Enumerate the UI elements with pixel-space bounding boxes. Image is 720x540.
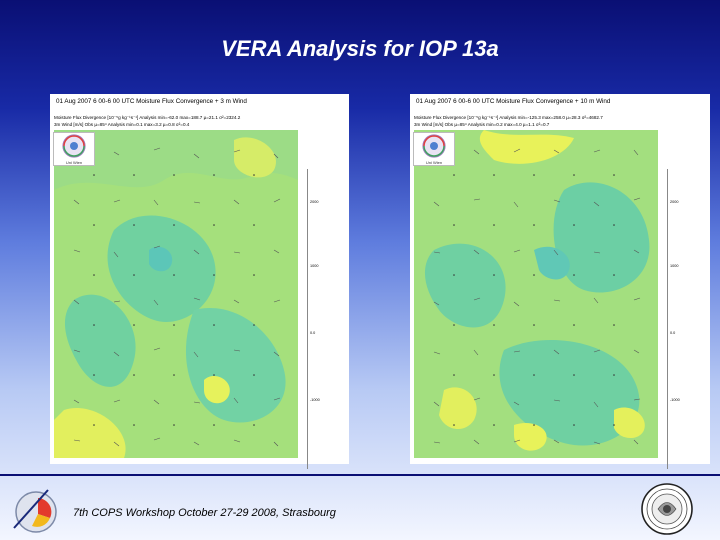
map-panel-right: 01 Aug 2007 6 00-6 00 UTC Moisture Flux … xyxy=(410,94,710,469)
panel-stats-line-2: 3m Wind [m/s] Obs µ=85⁴ Analysis min=0.2… xyxy=(414,122,550,127)
panel-title: 01 Aug 2007 6 00-6 00 UTC Moisture Flux … xyxy=(416,98,611,105)
moisture-flux-map xyxy=(54,130,298,458)
uni-wien-logo: Uni Wien xyxy=(53,132,95,166)
colorbar-tick: 1000 xyxy=(310,264,319,268)
logo-label: Uni Wien xyxy=(65,160,83,165)
footer-divider xyxy=(0,474,720,476)
footer-text: 7th COPS Workshop October 27-29 2008, St… xyxy=(73,507,336,519)
panel-stats-line-1: Moisture Flux Divergence [10⁻⁵g kg⁻¹s⁻¹]… xyxy=(54,115,241,120)
colorbar-tick: 2000 xyxy=(310,200,319,204)
cops-logo xyxy=(13,489,57,533)
colorbar-tick: 0.0 xyxy=(310,331,316,335)
colorbar-tick: -1000 xyxy=(310,398,320,402)
panel-title: 01 Aug 2007 6 00-6 00 UTC Moisture Flux … xyxy=(56,98,247,105)
colorbar-tick: -1000 xyxy=(670,398,680,402)
uni-wien-logo: Uni Wien xyxy=(413,132,455,166)
colorbar-axis xyxy=(667,169,668,469)
map-panel-left: 01 Aug 2007 6 00-6 00 UTC Moisture Flux … xyxy=(50,94,349,469)
colorbar-tick: 2000 xyxy=(670,200,679,204)
moisture-flux-map xyxy=(414,130,658,458)
colorbar-axis xyxy=(307,169,308,469)
panel-stats-line-2: 3m Wind [m/s] Obs µ=85⁴ Analysis min=0.1… xyxy=(54,122,190,127)
colorbar-tick: 1000 xyxy=(670,264,679,268)
slide-title: VERA Analysis for IOP 13a xyxy=(221,36,499,61)
university-seal xyxy=(641,483,693,535)
colorbar-tick: 0.0 xyxy=(670,331,676,335)
logo-label: Uni Wien xyxy=(425,160,443,165)
panel-stats-line-1: Moisture Flux Divergence [10⁻⁵g kg⁻¹s⁻¹]… xyxy=(414,115,603,120)
